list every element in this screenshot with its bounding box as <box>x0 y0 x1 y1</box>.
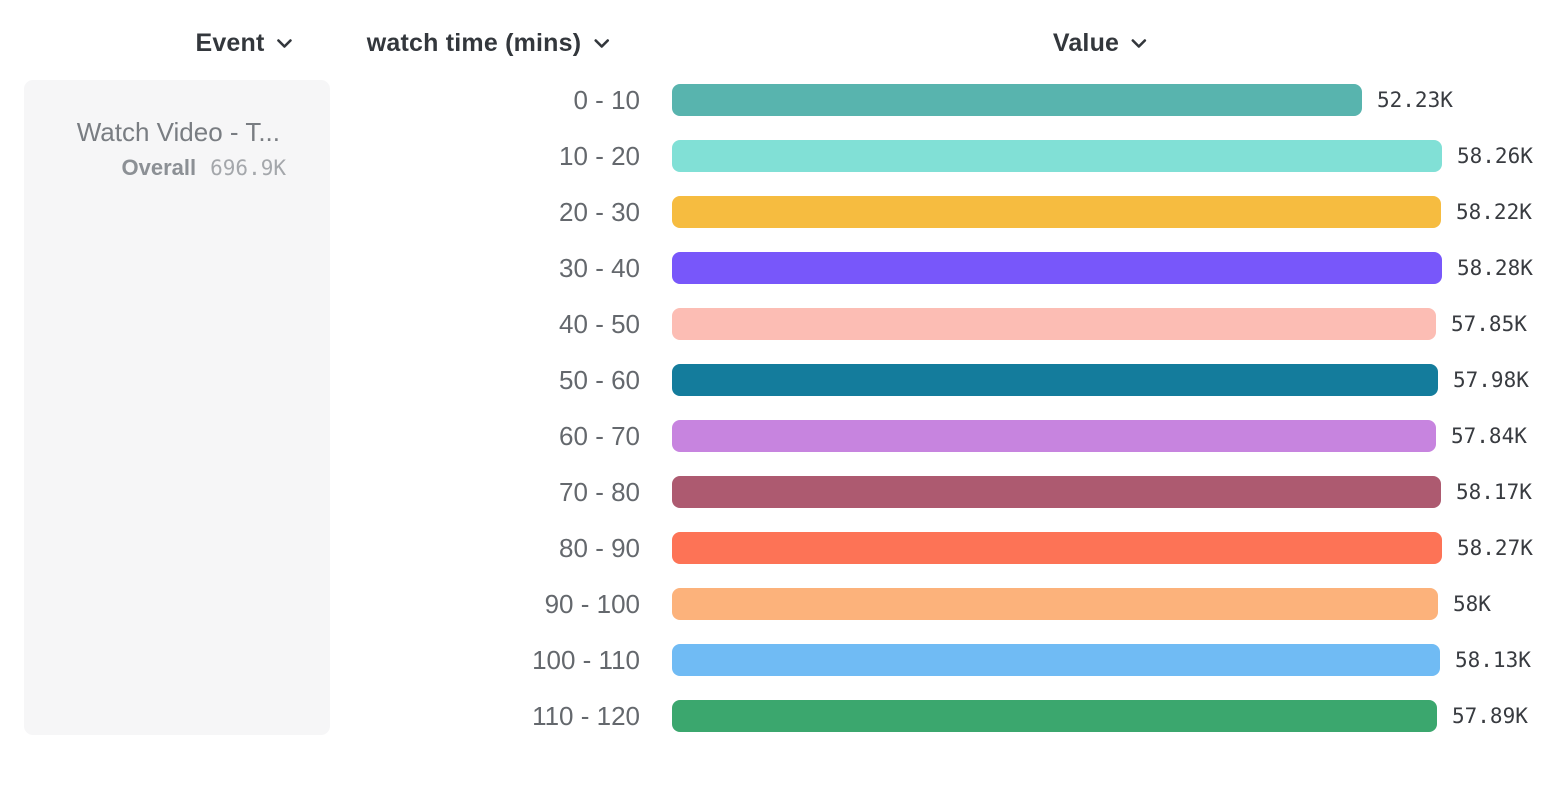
overall-label: Overall <box>121 155 197 180</box>
bar-category-label: 10 - 20 <box>559 140 640 171</box>
overall-value: 696.9K <box>210 156 286 180</box>
bar-row: 50 - 60 57.98K <box>0 352 1568 408</box>
bar-row: 90 - 100 58K <box>0 576 1568 632</box>
bar-row: 70 - 80 58.17K <box>0 464 1568 520</box>
bar-value-label: 57.85K <box>1451 312 1527 336</box>
event-legend-card[interactable]: Watch Video - T... Overall 696.9K <box>24 80 330 735</box>
chevron-down-icon <box>277 36 293 54</box>
column-header-event[interactable]: Event <box>195 28 292 58</box>
bar-value-label: 52.23K <box>1377 88 1453 112</box>
event-overall-row: Overall 696.9K <box>24 155 286 181</box>
bar-segment[interactable] <box>672 140 1442 172</box>
bar-row: 40 - 50 57.85K <box>0 296 1568 352</box>
bar-segment[interactable] <box>672 252 1442 284</box>
bar-category-label: 110 - 120 <box>532 700 640 731</box>
column-header-breakdown-label: watch time (mins) <box>366 28 582 57</box>
bar-segment[interactable] <box>672 420 1436 452</box>
bar-category-label: 70 - 80 <box>559 476 640 507</box>
bar-value-label: 57.98K <box>1453 368 1529 392</box>
bar-category-label: 80 - 90 <box>559 532 640 563</box>
bar-row: 10 - 20 58.26K <box>0 128 1568 184</box>
bar-value-label: 57.89K <box>1452 704 1528 728</box>
bar-segment[interactable] <box>672 532 1442 564</box>
bar-row: 110 - 120 57.89K <box>0 688 1568 744</box>
bar-row: 30 - 40 58.28K <box>0 240 1568 296</box>
bar-segment[interactable] <box>672 196 1441 228</box>
bar-category-label: 40 - 50 <box>559 308 640 339</box>
bar-row: 0 - 10 52.23K <box>0 72 1568 128</box>
bar-value-label: 58.13K <box>1455 648 1531 672</box>
event-title: Watch Video - T... <box>76 117 280 147</box>
bar-segment[interactable] <box>672 644 1440 676</box>
bar-row: 100 - 110 58.13K <box>0 632 1568 688</box>
bar-value-label: 57.84K <box>1451 424 1527 448</box>
bar-value-label: 58.26K <box>1457 144 1533 168</box>
column-header-value-label: Value <box>1052 28 1120 57</box>
bar-category-label: 50 - 60 <box>559 364 640 395</box>
bar-row: 20 - 30 58.22K <box>0 184 1568 240</box>
bar-segment[interactable] <box>672 364 1438 396</box>
bar-segment[interactable] <box>672 700 1437 732</box>
bar-row: 60 - 70 57.84K <box>0 408 1568 464</box>
bar-value-label: 58.22K <box>1456 200 1532 224</box>
bar-value-label: 58.27K <box>1457 536 1533 560</box>
bar-category-label: 30 - 40 <box>559 252 640 283</box>
bar-category-label: 100 - 110 <box>532 644 640 675</box>
bar-chart-rows: 0 - 10 52.23K 10 - 20 58.26K 20 - 30 58.22K 30… <box>0 72 1568 744</box>
bar-category-label: 0 - 10 <box>573 84 641 115</box>
column-header-breakdown[interactable]: watch time (mins) <box>367 28 610 58</box>
bar-segment[interactable] <box>672 84 1362 116</box>
bar-row: 80 - 90 58.27K <box>0 520 1568 576</box>
bar-category-label: 60 - 70 <box>559 420 640 451</box>
bar-value-label: 58.28K <box>1457 256 1533 280</box>
bar-category-label: 90 - 100 <box>544 588 640 619</box>
bar-segment[interactable] <box>672 476 1441 508</box>
bar-segment[interactable] <box>672 308 1436 340</box>
bar-category-label: 20 - 30 <box>559 196 640 227</box>
bar-value-label: 58K <box>1453 592 1491 616</box>
bar-segment[interactable] <box>672 588 1438 620</box>
column-header-event-label: Event <box>195 28 265 57</box>
chevron-down-icon <box>1131 36 1147 54</box>
column-header-value[interactable]: Value <box>1053 28 1147 58</box>
bar-value-label: 58.17K <box>1456 480 1532 504</box>
chevron-down-icon <box>593 36 609 54</box>
